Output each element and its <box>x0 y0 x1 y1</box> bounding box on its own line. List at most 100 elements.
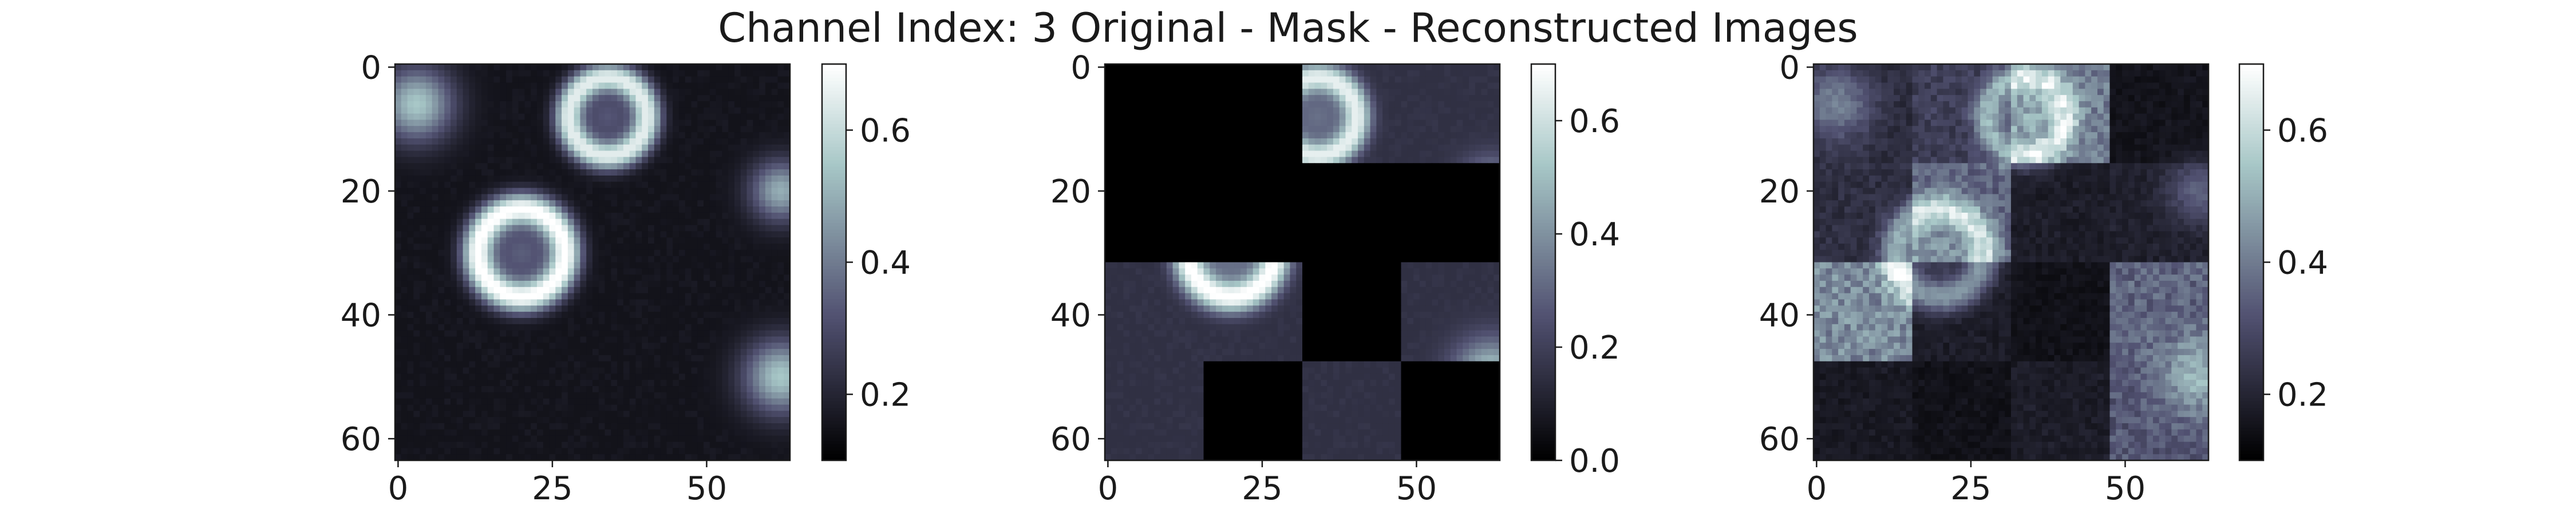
heatmap-cell <box>488 194 494 200</box>
heatmap-cell <box>550 194 556 200</box>
heatmap-cell <box>741 318 747 324</box>
heatmap-cell <box>420 89 426 95</box>
heatmap-cell <box>580 368 586 374</box>
heatmap-cell <box>605 368 611 374</box>
heatmap-cell <box>500 163 506 169</box>
heatmap-cell <box>413 126 420 132</box>
heatmap-cell <box>531 448 537 454</box>
heatmap-cell <box>550 331 556 337</box>
heatmap-cell <box>1444 108 1451 114</box>
heatmap-cell <box>401 343 408 349</box>
heatmap-cell <box>568 399 574 405</box>
heatmap-cell <box>555 95 562 101</box>
heatmap-cell <box>426 89 432 95</box>
heatmap-cell <box>1265 132 1271 138</box>
heatmap-cell <box>710 268 716 275</box>
heatmap-cell <box>630 256 636 263</box>
heatmap-cell <box>494 268 500 275</box>
heatmap-cell <box>463 250 469 256</box>
heatmap-cell <box>531 182 537 188</box>
heatmap-cell <box>488 120 494 126</box>
heatmap-cell <box>666 219 673 225</box>
heatmap-cell <box>617 126 623 132</box>
heatmap-cell <box>457 312 463 318</box>
heatmap-cell <box>488 132 494 138</box>
heatmap-cell <box>1364 70 1370 77</box>
heatmap-cell <box>734 417 741 423</box>
heatmap-cell <box>716 237 722 244</box>
heatmap-cell <box>432 219 438 225</box>
heatmap-cell <box>568 225 574 232</box>
heatmap-cell <box>1296 120 1302 126</box>
heatmap-cell <box>524 157 531 163</box>
heatmap-cell <box>1389 70 1395 77</box>
heatmap-cell <box>1148 89 1154 95</box>
heatmap-cell <box>777 182 784 188</box>
heatmap-cell <box>444 213 451 219</box>
heatmap-cell <box>500 101 506 108</box>
heatmap-cell <box>623 268 630 275</box>
heatmap-cell <box>759 244 765 250</box>
heatmap-cell <box>697 324 704 331</box>
heatmap-cell <box>494 417 500 423</box>
heatmap-cell <box>592 101 599 108</box>
heatmap-cell <box>550 108 556 114</box>
heatmap-cell <box>543 64 550 70</box>
heatmap-cell <box>1389 101 1395 108</box>
heatmap-cell <box>524 206 531 213</box>
heatmap-cell <box>519 281 525 287</box>
heatmap-cell <box>1420 114 1426 120</box>
heatmap-cell <box>426 237 432 244</box>
heatmap-cell <box>432 429 438 436</box>
heatmap-cell <box>512 429 519 436</box>
heatmap-cell <box>401 95 408 101</box>
heatmap-cell <box>692 95 698 101</box>
heatmap-cell <box>666 312 673 318</box>
heatmap-cell <box>765 176 772 182</box>
heatmap-cell <box>550 392 556 399</box>
heatmap-cell <box>734 448 741 454</box>
heatmap-cell <box>661 77 667 83</box>
heatmap-cell <box>562 77 568 83</box>
heatmap-cell <box>753 120 759 126</box>
heatmap-cell <box>617 349 623 355</box>
heatmap-cell <box>519 114 525 120</box>
heatmap-cell <box>642 169 648 176</box>
heatmap-cell <box>475 405 481 411</box>
heatmap-cell <box>685 64 692 70</box>
heatmap-cell <box>451 293 457 300</box>
heatmap-cell <box>704 373 710 380</box>
heatmap-cell <box>537 108 543 114</box>
heatmap-cell <box>1136 95 1142 101</box>
heatmap-cell <box>475 114 481 120</box>
heatmap-cell <box>722 77 728 83</box>
heatmap-cell <box>635 151 642 157</box>
heatmap-cell <box>605 182 611 188</box>
heatmap-cell <box>1123 108 1129 114</box>
heatmap-cell <box>524 219 531 225</box>
heatmap-cell <box>666 256 673 263</box>
heatmap-cell <box>630 176 636 182</box>
heatmap-cell <box>1290 126 1296 132</box>
colorbar-segment <box>822 219 846 223</box>
heatmap-cell <box>1247 77 1253 83</box>
heatmap-cell <box>463 237 469 244</box>
heatmap-cell <box>586 293 592 300</box>
heatmap-cell <box>444 237 451 244</box>
heatmap-cell <box>1395 95 1401 101</box>
heatmap-cell <box>1407 120 1413 126</box>
heatmap-cell <box>451 126 457 132</box>
heatmap-cell <box>654 89 661 95</box>
heatmap-cell <box>1296 89 1302 95</box>
heatmap-cell <box>408 108 414 114</box>
heatmap-cell <box>444 380 451 386</box>
heatmap-cell <box>679 343 685 349</box>
heatmap-cell <box>759 361 765 368</box>
heatmap-cell <box>537 219 543 225</box>
heatmap-cell <box>759 237 765 244</box>
heatmap-cell <box>666 373 673 380</box>
colorbar-segment <box>822 279 846 283</box>
heatmap-cell <box>586 237 592 244</box>
heatmap-cell <box>617 120 623 126</box>
heatmap-cell <box>519 77 525 83</box>
